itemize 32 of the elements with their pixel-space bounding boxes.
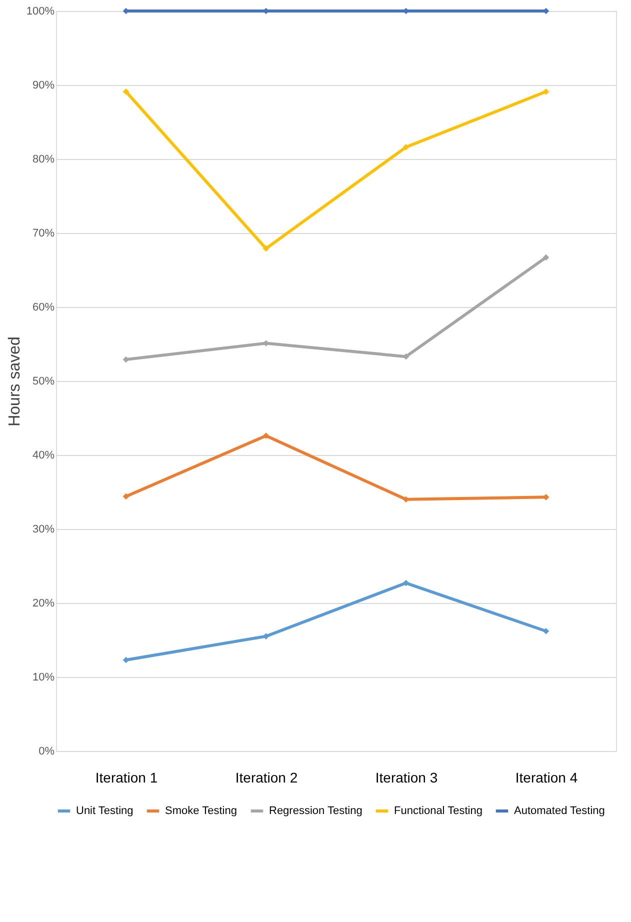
point: [402, 580, 410, 586]
y-tick-label: 30%: [32, 524, 55, 536]
y-tick-label: 50%: [32, 376, 55, 388]
point: [262, 245, 270, 252]
y-tick-label: 40%: [32, 450, 55, 462]
legend-label: Automated Testing: [514, 805, 605, 817]
point: [542, 254, 550, 261]
point: [122, 88, 130, 95]
y-tick-label: 80%: [32, 154, 55, 166]
x-tick-label: Iteration 3: [375, 770, 438, 786]
y-tick-label: 20%: [32, 598, 55, 610]
y-tick-label: 70%: [32, 228, 55, 240]
x-tick-label: Iteration 1: [95, 770, 158, 786]
x-tick-label: Iteration 2: [235, 770, 298, 786]
y-tick-label: 100%: [26, 6, 55, 18]
legend-label: Functional Testing: [394, 805, 482, 817]
y-axis-title: Hours saved: [6, 336, 24, 426]
legend-label: Unit Testing: [76, 805, 134, 817]
point: [402, 144, 410, 150]
y-tick-label: 90%: [32, 80, 55, 92]
point: [122, 656, 130, 664]
legend-label: Regression Testing: [269, 805, 362, 817]
point: [542, 628, 550, 634]
point: [262, 633, 270, 640]
point: [122, 493, 130, 500]
x-tick-label: Iteration 4: [515, 770, 578, 786]
y-tick-label: 0%: [38, 746, 55, 758]
y-tick-label: 10%: [32, 672, 55, 684]
point: [542, 88, 550, 95]
point: [262, 432, 270, 439]
legend-label: Smoke Testing: [165, 805, 237, 817]
y-tick-label: 60%: [32, 302, 55, 314]
